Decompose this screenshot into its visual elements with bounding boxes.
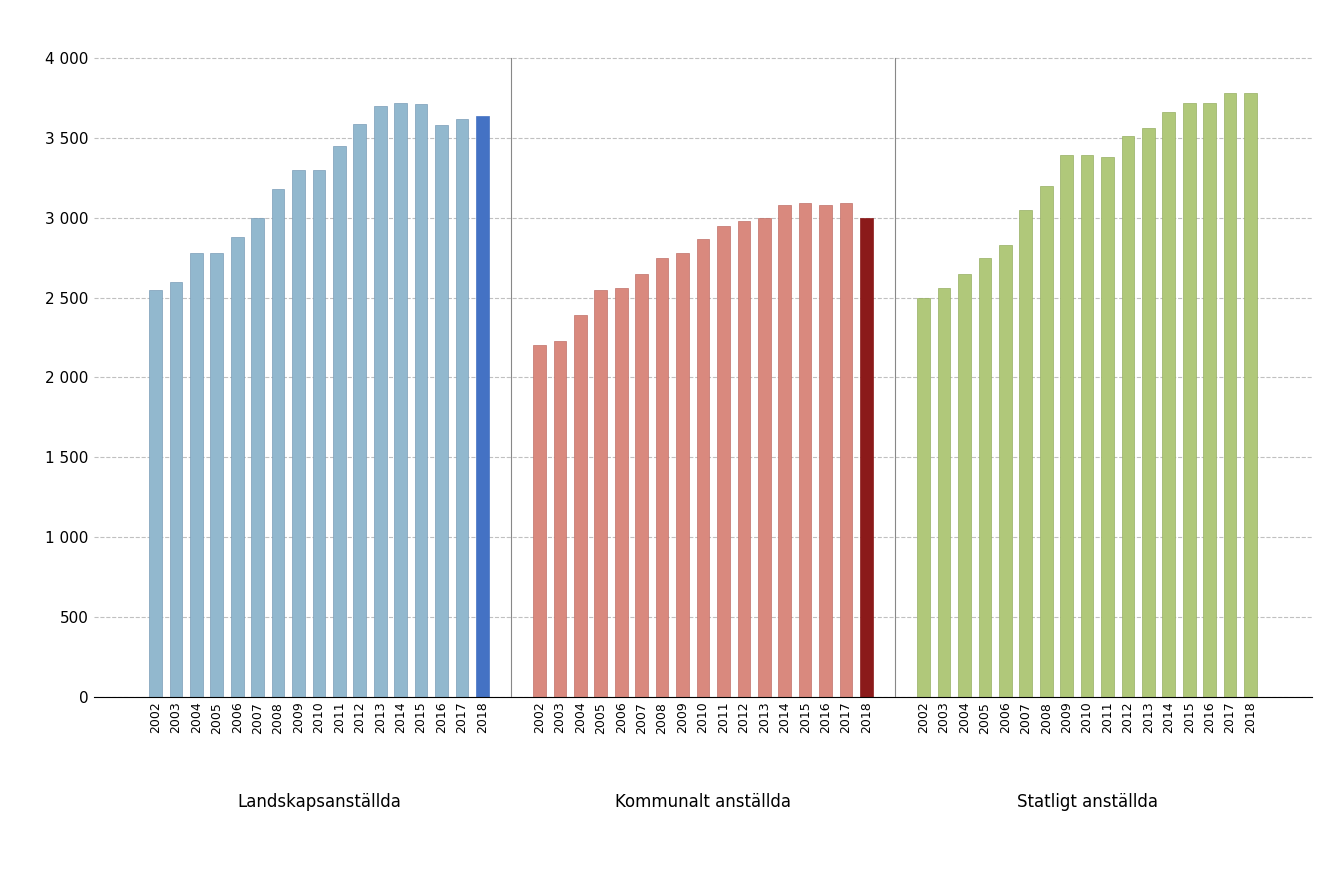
Bar [272, 189, 284, 697]
Bar [1101, 157, 1114, 697]
Text: Statligt anställda: Statligt anställda [1016, 793, 1157, 811]
Bar [979, 258, 991, 697]
Bar [1060, 156, 1073, 697]
Bar [170, 281, 182, 697]
Bar [435, 125, 447, 697]
Bar [1162, 112, 1176, 697]
Bar [758, 218, 771, 697]
Bar [959, 273, 971, 697]
Bar [718, 226, 730, 697]
Bar [533, 346, 546, 697]
Bar [574, 315, 586, 697]
Bar [1142, 128, 1154, 697]
Bar [353, 124, 366, 697]
Bar [860, 218, 873, 697]
Bar [374, 106, 387, 697]
Bar [696, 239, 710, 697]
Bar [999, 245, 1012, 697]
Bar [149, 289, 162, 697]
Bar [1204, 103, 1216, 697]
Bar [738, 221, 750, 697]
Bar [415, 105, 427, 697]
Bar [595, 289, 607, 697]
Bar [1081, 156, 1094, 697]
Bar [1182, 103, 1196, 697]
Bar [292, 170, 305, 697]
Bar [312, 170, 325, 697]
Bar [615, 288, 628, 697]
Bar [252, 218, 264, 697]
Bar [553, 341, 566, 697]
Bar [333, 146, 345, 697]
Bar [230, 237, 244, 697]
Bar [635, 273, 648, 697]
Bar [394, 103, 407, 697]
Text: Landskapsanställda: Landskapsanställda [237, 793, 400, 811]
Bar [1244, 93, 1257, 697]
Bar [937, 288, 951, 697]
Bar [676, 253, 688, 697]
Bar [475, 116, 489, 697]
Bar [1224, 93, 1236, 697]
Bar [778, 205, 791, 697]
Bar [840, 204, 853, 697]
Text: Kommunalt anställda: Kommunalt anställda [615, 793, 791, 811]
Bar [210, 253, 224, 697]
Bar [656, 258, 668, 697]
Bar [1040, 186, 1052, 697]
Bar [819, 205, 832, 697]
Bar [455, 118, 469, 697]
Bar [1019, 210, 1032, 697]
Bar [190, 253, 202, 697]
Bar [799, 204, 811, 697]
Bar [1122, 137, 1134, 697]
Bar [917, 298, 931, 697]
